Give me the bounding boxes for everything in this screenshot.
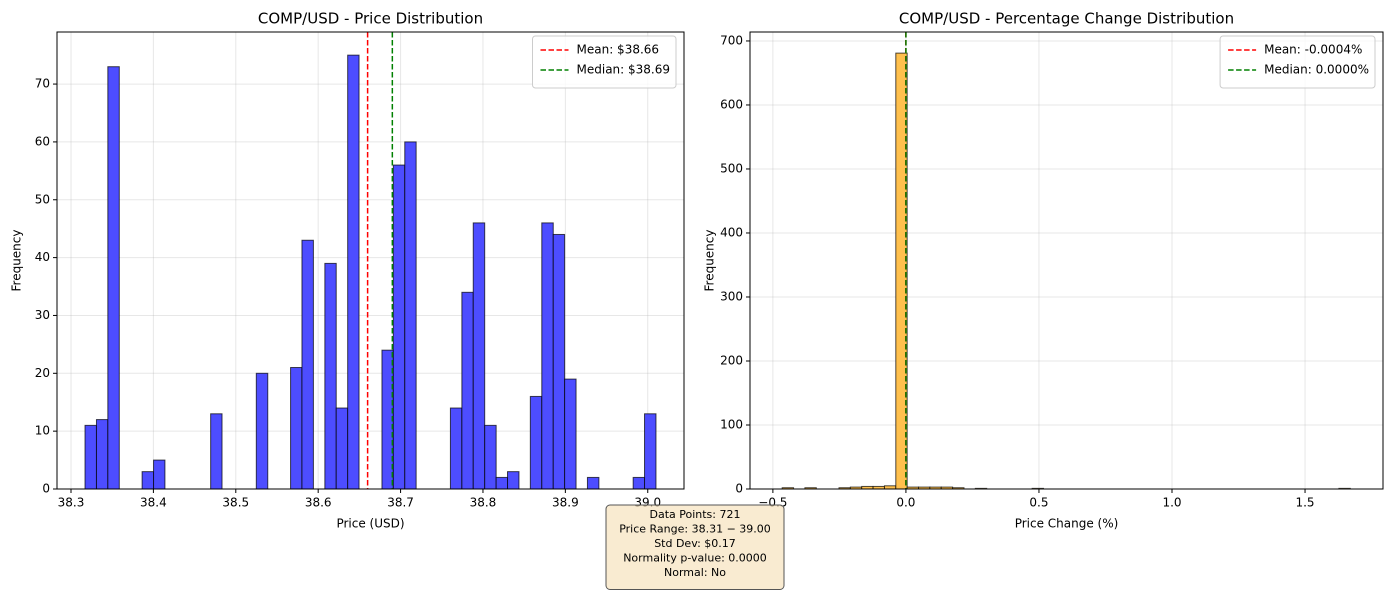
bar <box>324 262 337 490</box>
legend-label: Mean: -0.0004% <box>1264 43 1362 57</box>
y-axis-label: Frequency <box>703 230 717 292</box>
y-tick-label: 0 <box>42 482 50 496</box>
bar <box>495 476 509 490</box>
bar <box>644 413 657 490</box>
bar <box>210 413 223 490</box>
y-tick-label: 200 <box>720 353 743 367</box>
legend-label: Median: $38.69 <box>577 63 671 77</box>
stats-line: Normal: No <box>664 566 726 579</box>
plot-frame <box>749 31 1384 490</box>
x-axis-label: Price Change (%) <box>1015 517 1119 531</box>
bar <box>564 378 577 490</box>
bar <box>472 222 486 490</box>
x-tick-label: 38.6 <box>305 496 332 510</box>
y-tick-label: 30 <box>35 308 50 322</box>
stats-line: Normality p-value: 0.0000 <box>623 552 767 565</box>
stats-box <box>605 504 785 590</box>
bar <box>895 52 908 490</box>
y-tick-label: 700 <box>720 33 743 47</box>
x-tick-label: 38.8 <box>470 496 497 510</box>
bar <box>255 372 269 490</box>
y-tick-label: 400 <box>720 225 743 239</box>
bar <box>153 459 166 490</box>
y-tick-label: 0 <box>735 482 743 496</box>
bar <box>541 222 554 490</box>
legend: Mean: $38.66 Median: $38.69 <box>540 43 671 77</box>
chart-title: COMP/USD - Price Distribution <box>258 10 483 28</box>
bar <box>632 476 646 490</box>
stats-line: Data Points: 721 <box>649 508 740 521</box>
bar <box>290 367 303 490</box>
bar <box>552 233 566 490</box>
stats-line: Std Dev: $0.17 <box>654 537 736 550</box>
y-tick-label: 300 <box>720 289 743 303</box>
y-tick-label: 70 <box>35 77 50 91</box>
bar <box>484 424 497 490</box>
bar <box>95 419 109 490</box>
stats-line: Price Range: 38.31 − 39.00 <box>619 523 771 536</box>
y-tick-label: 100 <box>720 417 743 431</box>
legend-label: Mean: $38.66 <box>577 43 660 57</box>
y-tick-label: 50 <box>35 192 50 206</box>
bar <box>461 291 474 490</box>
y-tick-label: 10 <box>35 424 50 438</box>
bar <box>586 476 600 490</box>
y-tick-label: 20 <box>35 366 50 380</box>
bar <box>301 239 314 490</box>
plot-frame <box>56 31 685 490</box>
y-tick-label: 40 <box>35 250 50 264</box>
x-axis-label: Price (USD) <box>336 517 404 531</box>
x-tick-label: 1.5 <box>1295 496 1314 510</box>
bar <box>347 54 360 490</box>
x-tick-label: 1.0 <box>1162 496 1181 510</box>
x-tick-label: 38.9 <box>552 496 579 510</box>
x-tick-label: 0.5 <box>1029 496 1048 510</box>
x-tick-label: 38.5 <box>222 496 249 510</box>
legend-box <box>532 35 677 89</box>
bar <box>404 141 417 490</box>
bar <box>449 407 463 490</box>
bar <box>141 471 155 490</box>
bar <box>507 471 520 490</box>
x-tick-label: 38.3 <box>58 496 85 510</box>
y-tick-label: 60 <box>35 134 50 148</box>
bar <box>107 66 120 490</box>
x-tick-label: 38.4 <box>140 496 167 510</box>
chart-title: COMP/USD - Percentage Change Distributio… <box>899 10 1234 28</box>
bar <box>335 407 349 490</box>
legend-box <box>1219 35 1376 89</box>
legend-label: Median: 0.0000% <box>1264 63 1369 77</box>
x-tick-label: 38.7 <box>387 496 414 510</box>
bar <box>529 395 543 490</box>
bar <box>392 164 406 490</box>
y-tick-label: 500 <box>720 161 743 175</box>
y-axis-label: Frequency <box>10 230 24 292</box>
x-tick-label: 0.0 <box>896 496 915 510</box>
legend: Mean: -0.0004% Median: 0.0000% <box>1228 43 1369 77</box>
y-tick-label: 600 <box>720 97 743 111</box>
bar <box>84 424 97 490</box>
